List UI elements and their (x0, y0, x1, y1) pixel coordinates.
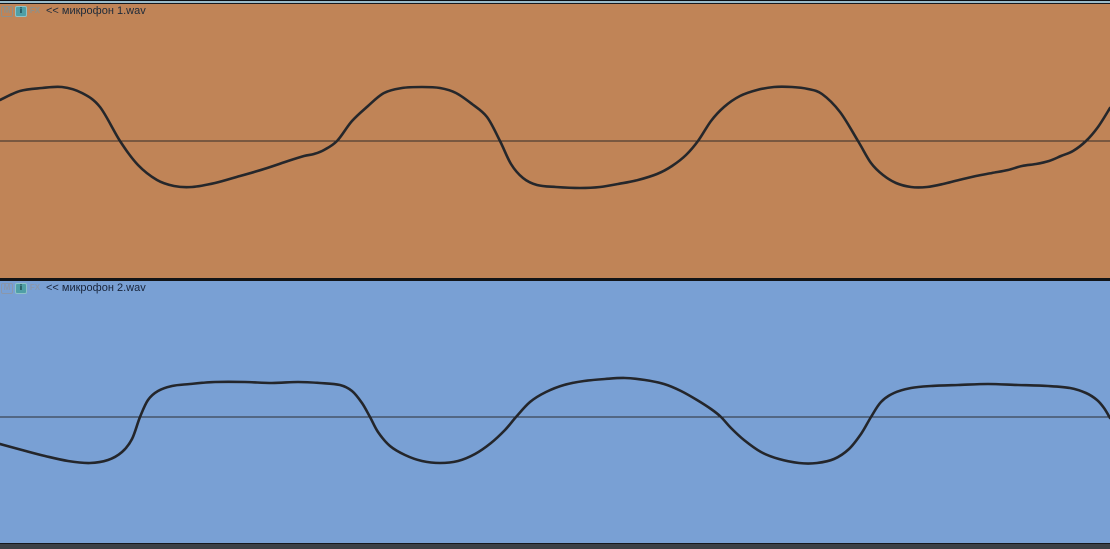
info-button[interactable]: i (15, 5, 27, 17)
item-header: M i FX << микрофон 2.wav (1, 282, 146, 294)
waveform-path (0, 376, 1110, 465)
media-item-track-1[interactable]: M i FX << микрофон 1.wav (0, 4, 1110, 278)
item-label: << микрофон 2.wav (46, 282, 146, 294)
waveform-path (0, 85, 1110, 190)
fx-button[interactable]: FX (29, 6, 41, 15)
top-inner-line (0, 3, 1110, 4)
info-button[interactable]: i (15, 282, 27, 294)
item-header: M i FX << микрофон 1.wav (1, 5, 146, 17)
bottom-pane-bar (0, 544, 1110, 549)
mute-button[interactable]: M (1, 5, 13, 17)
waveform-svg (0, 376, 1110, 465)
item-label: << микрофон 1.wav (46, 5, 146, 17)
waveform-svg (0, 85, 1110, 190)
top-outer-line (0, 0, 1110, 1)
media-item-track-2[interactable]: M i FX << микрофон 2.wav (0, 281, 1110, 543)
top-accent-line (0, 1, 1110, 3)
bottom-edge-line (0, 543, 1110, 544)
fx-button[interactable]: FX (29, 283, 41, 292)
mute-button[interactable]: M (1, 282, 13, 294)
track-separator (0, 278, 1110, 281)
